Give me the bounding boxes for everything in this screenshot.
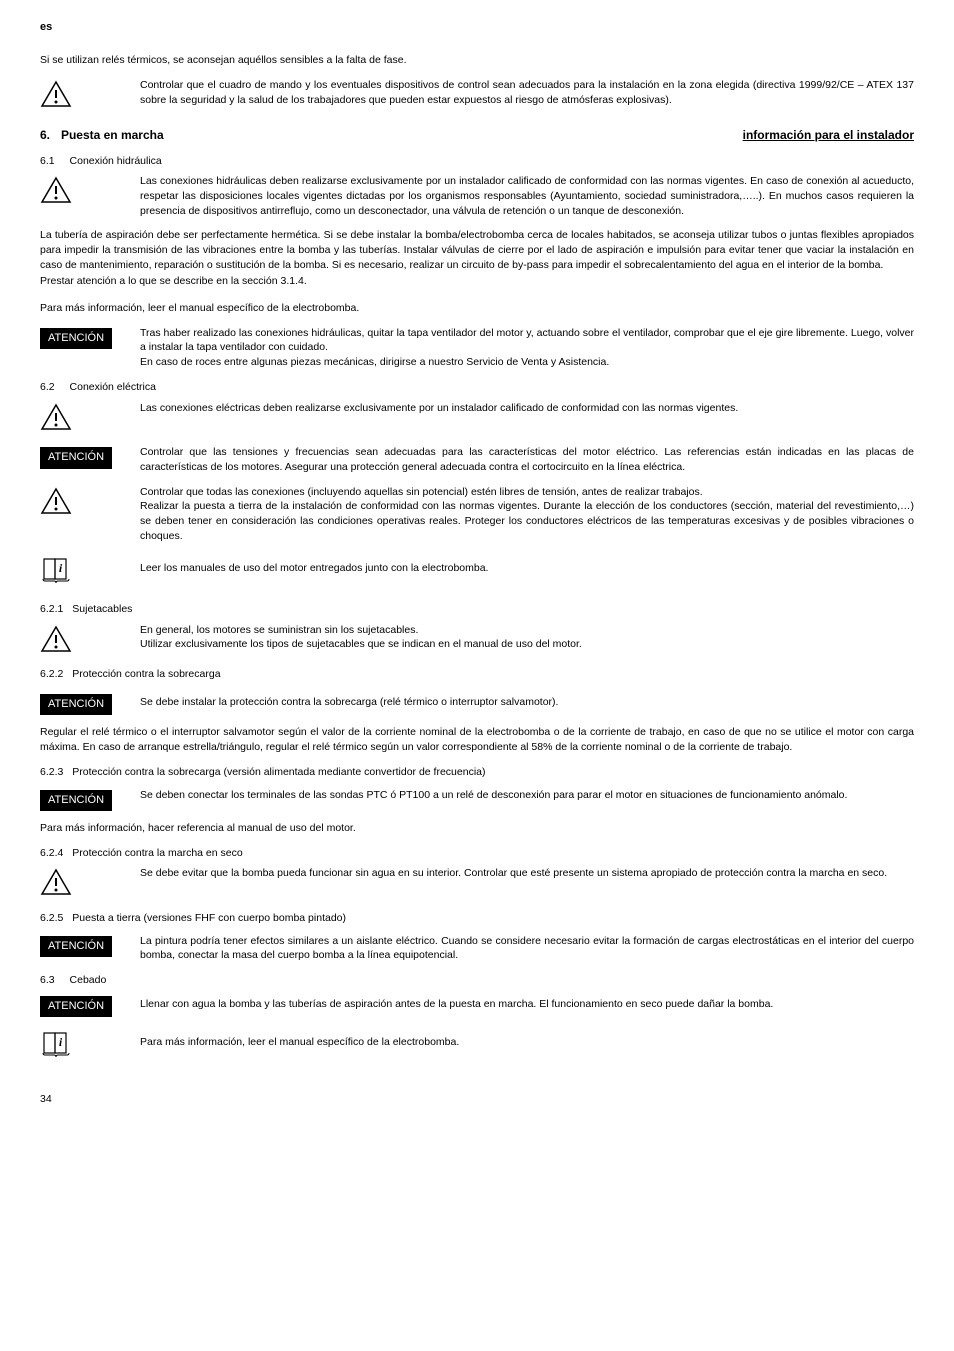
warning-triangle-icon: [40, 868, 72, 896]
atencion-label-col: ATENCIÓN: [40, 326, 140, 349]
warning-icon-col: [40, 401, 140, 436]
subsection-number: 6.2: [40, 381, 55, 393]
atencion-label: ATENCIÓN: [40, 936, 112, 957]
subsection-6-2-1: 6.2.1 Sujetacables: [40, 602, 914, 617]
atencion-6-3: ATENCIÓN Llenar con agua la bomba y las …: [40, 994, 914, 1017]
warning-icon-col: [40, 174, 140, 209]
warning-triangle-icon: [40, 403, 72, 431]
subsection-title: Sujetacables: [72, 603, 132, 615]
manual-6-3-text: Para más información, leer el manual esp…: [140, 1027, 914, 1050]
para-6-1-4: Para más información, leer el manual esp…: [40, 301, 914, 316]
warning-triangle-icon: [40, 625, 72, 653]
warning-icon-col: [40, 78, 140, 113]
atencion-label: ATENCIÓN: [40, 996, 112, 1017]
alert-6-2-2: Controlar que todas las conexiones (incl…: [40, 485, 914, 544]
subsection-number: 6.1: [40, 155, 55, 167]
subsection-6-2: 6.2 Conexión eléctrica: [40, 380, 914, 395]
subsection-number: 6.2.1: [40, 603, 63, 615]
atencion-label-col: ATENCIÓN: [40, 692, 140, 715]
atencion-label: ATENCIÓN: [40, 694, 112, 715]
alert-6-2-4: Se debe evitar que la bomba pueda funcio…: [40, 866, 914, 901]
subsection-number: 6.3: [40, 974, 55, 986]
atencion-6-3-text: Llenar con agua la bomba y las tuberías …: [140, 994, 914, 1012]
subsection-number: 6.2.4: [40, 847, 63, 859]
section-number: 6.: [40, 128, 50, 142]
alert-block-1: Controlar que el cuadro de mando y los e…: [40, 78, 914, 113]
subsection-title: Cebado: [70, 974, 107, 986]
alert-6-1: Las conexiones hidráulicas deben realiza…: [40, 174, 914, 218]
manual-icon-col: [40, 553, 140, 588]
section-title: Puesta en marcha: [61, 128, 164, 142]
subsection-6-2-2: 6.2.2 Protección contra la sobrecarga: [40, 667, 914, 682]
subsection-6-2-5: 6.2.5 Puesta a tierra (versiones FHF con…: [40, 911, 914, 926]
subsection-6-3: 6.3 Cebado: [40, 973, 914, 988]
alert-6-2-2-text: Controlar que todas las conexiones (incl…: [140, 485, 914, 544]
atencion-6-2-3-text: Se deben conectar los terminales de las …: [140, 788, 914, 803]
page-number: 34: [40, 1092, 914, 1107]
manual-icon-col: [40, 1027, 140, 1062]
manual-book-icon: [40, 1029, 72, 1057]
alert-6-2-4-text: Se debe evitar que la bomba pueda funcio…: [140, 866, 914, 881]
alert-6-2-text: Las conexiones eléctricas deben realizar…: [140, 401, 914, 416]
warning-triangle-icon: [40, 487, 72, 515]
subsection-6-2-3: 6.2.3 Protección contra la sobrecarga (v…: [40, 765, 914, 780]
atencion-6-2-5-text: La pintura podría tener efectos similare…: [140, 934, 914, 963]
section-6-header: 6. Puesta en marcha información para el …: [40, 127, 914, 144]
warning-icon-col: [40, 623, 140, 658]
atencion-6-2-1: ATENCIÓN Controlar que las tensiones y f…: [40, 445, 914, 474]
alert-6-2-1: En general, los motores se suministran s…: [40, 623, 914, 658]
atencion-6-1: ATENCIÓN Tras haber realizado las conexi…: [40, 326, 914, 370]
subsection-number: 6.2.2: [40, 668, 63, 680]
warning-triangle-icon: [40, 176, 72, 204]
warning-triangle-icon: [40, 80, 72, 108]
subsection-number: 6.2.3: [40, 766, 63, 778]
manual-6-2: Leer los manuales de uso del motor entre…: [40, 553, 914, 588]
atencion-6-2-2: ATENCIÓN Se debe instalar la protección …: [40, 692, 914, 715]
manual-6-3: Para más información, leer el manual esp…: [40, 1027, 914, 1062]
warning-icon-col: [40, 485, 140, 520]
alert-6-2: Las conexiones eléctricas deben realizar…: [40, 401, 914, 436]
atencion-label-col: ATENCIÓN: [40, 445, 140, 468]
language-code: es: [40, 20, 914, 35]
para-6-1-2: La tubería de aspiración debe ser perfec…: [40, 228, 914, 272]
subsection-title: Protección contra la sobrecarga: [72, 668, 220, 680]
intro-paragraph: Si se utilizan relés térmicos, se aconse…: [40, 53, 914, 68]
atencion-label: ATENCIÓN: [40, 447, 112, 468]
manual-6-2-text: Leer los manuales de uso del motor entre…: [140, 553, 914, 576]
atencion-6-2-text: Controlar que las tensiones y frecuencia…: [140, 445, 914, 474]
subsection-title: Puesta a tierra (versiones FHF con cuerp…: [72, 912, 346, 924]
atencion-label-col: ATENCIÓN: [40, 788, 140, 811]
section-link: información para el instalador: [743, 127, 914, 144]
subsection-title: Protección contra la marcha en seco: [72, 847, 242, 859]
subsection-title: Conexión hidráulica: [70, 155, 162, 167]
atencion-6-1-text: Tras haber realizado las conexiones hidr…: [140, 326, 914, 370]
atencion-6-2-5: ATENCIÓN La pintura podría tener efectos…: [40, 934, 914, 963]
alert-6-2-1-text: En general, los motores se suministran s…: [140, 623, 914, 652]
para-6-2-3: Para más información, hacer referencia a…: [40, 821, 914, 836]
warning-icon-col: [40, 866, 140, 901]
subsection-number: 6.2.5: [40, 912, 63, 924]
subsection-6-2-4: 6.2.4 Protección contra la marcha en sec…: [40, 846, 914, 861]
alert-text: Controlar que el cuadro de mando y los e…: [140, 78, 914, 107]
para-6-1-3: Prestar atención a lo que se describe en…: [40, 274, 914, 289]
para-6-2-2: Regular el relé térmico o el interruptor…: [40, 725, 914, 754]
atencion-label-col: ATENCIÓN: [40, 994, 140, 1017]
subsection-6-1: 6.1 Conexión hidráulica: [40, 154, 914, 169]
atencion-6-2-2-text: Se debe instalar la protección contra la…: [140, 692, 914, 710]
subsection-title: Protección contra la sobrecarga (versión…: [72, 766, 485, 778]
atencion-6-2-3: ATENCIÓN Se deben conectar los terminale…: [40, 788, 914, 811]
atencion-label-col: ATENCIÓN: [40, 934, 140, 957]
atencion-label: ATENCIÓN: [40, 790, 112, 811]
alert-6-1-text: Las conexiones hidráulicas deben realiza…: [140, 174, 914, 218]
subsection-title: Conexión eléctrica: [70, 381, 156, 393]
manual-book-icon: [40, 555, 72, 583]
atencion-label: ATENCIÓN: [40, 328, 112, 349]
